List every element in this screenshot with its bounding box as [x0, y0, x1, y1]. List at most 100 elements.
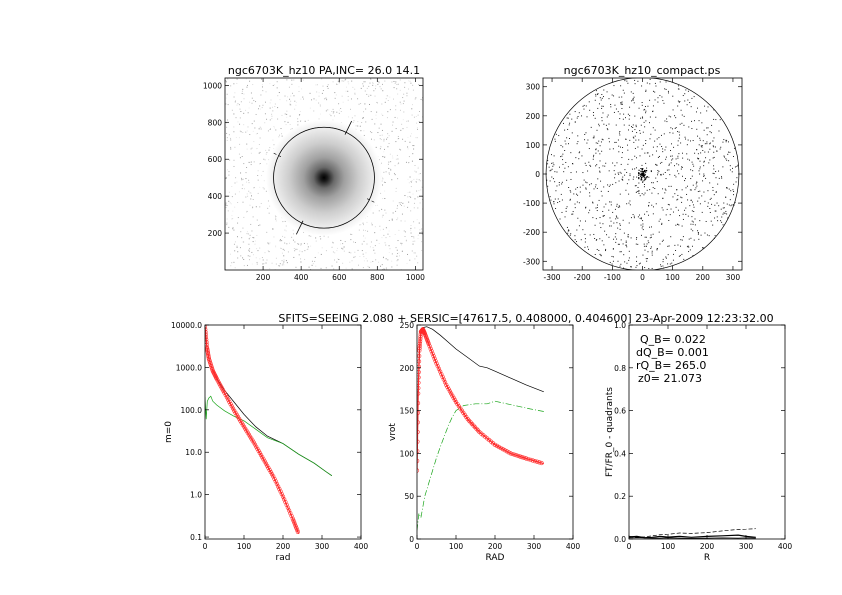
series-point [440, 374, 445, 379]
residual-dot [692, 223, 694, 225]
residual-dot [551, 176, 553, 178]
noise-pixel [376, 101, 378, 103]
x-tick-label: 200 [488, 542, 503, 551]
residual-dot [660, 134, 662, 136]
residual-dot [712, 145, 714, 147]
residual-dot [694, 218, 696, 220]
residual-dot [667, 245, 669, 247]
residual-dot [582, 229, 584, 231]
noise-pixel [226, 222, 228, 224]
noise-pixel [342, 248, 344, 250]
noise-pixel [338, 82, 340, 84]
noise-pixel [407, 178, 409, 180]
residual-dot [645, 258, 647, 260]
residual-dot [679, 245, 681, 247]
noise-pixel [253, 187, 255, 189]
noise-pixel [299, 120, 301, 122]
residual-dot [680, 109, 682, 111]
noise-pixel [263, 263, 265, 265]
residual-dot [589, 195, 591, 197]
series-point [450, 393, 455, 398]
series-point [526, 457, 531, 462]
noise-pixel [365, 252, 367, 254]
core-dot [643, 177, 646, 179]
residual-dot [695, 187, 697, 189]
noise-pixel [408, 161, 410, 163]
residual-dot [670, 185, 672, 187]
y-tick-label: 200 [400, 364, 415, 373]
noise-pixel [267, 207, 269, 209]
residual-dot [650, 133, 652, 135]
residual-dot [682, 213, 684, 215]
noise-pixel [319, 104, 321, 106]
series-point [417, 380, 421, 385]
residual-dot [654, 99, 656, 101]
noise-pixel [231, 196, 233, 198]
noise-pixel [291, 128, 293, 130]
residual-dot [704, 232, 706, 234]
y-tick-label: 10000.0 [171, 321, 202, 330]
residual-dot [658, 137, 660, 139]
residual-dot [649, 155, 651, 157]
core-dot [646, 176, 648, 178]
residual-dot [614, 173, 616, 175]
noise-pixel [364, 230, 366, 232]
residual-dot [726, 187, 728, 189]
noise-pixel [299, 110, 301, 112]
residual-dot [651, 254, 653, 256]
residual-dot [654, 188, 656, 190]
residual-dot [641, 102, 643, 104]
noise-pixel [410, 210, 412, 212]
noise-pixel [255, 113, 257, 115]
residual-dot [650, 234, 652, 236]
noise-pixel [271, 106, 273, 108]
noise-pixel [417, 196, 419, 198]
noise-pixel [390, 169, 392, 171]
galaxy-glow [265, 119, 383, 236]
residual-dot [595, 152, 597, 154]
residual-dot [648, 214, 650, 216]
noise-pixel [275, 216, 277, 218]
noise-pixel [351, 80, 353, 82]
residual-dot [601, 195, 603, 197]
noise-pixel [297, 123, 299, 125]
residual-dot [551, 168, 553, 170]
residual-dot [713, 194, 715, 196]
residual-dot [652, 105, 654, 107]
residual-dot [664, 120, 666, 122]
residual-dot [609, 217, 611, 219]
noise-pixel [227, 78, 229, 80]
noise-pixel [387, 163, 389, 165]
residual-dot [569, 199, 571, 201]
noise-pixel [397, 259, 399, 261]
residual-dot [703, 191, 705, 193]
residual-dot [556, 185, 558, 187]
residual-dot [682, 236, 684, 238]
noise-pixel [258, 128, 260, 130]
noise-pixel [248, 182, 250, 184]
residual-dot [730, 190, 732, 192]
noise-pixel [263, 187, 265, 189]
noise-pixel [378, 261, 380, 263]
noise-pixel [337, 80, 339, 82]
noise-pixel [272, 139, 274, 141]
residual-dot [642, 144, 644, 146]
residual-dot [648, 122, 650, 124]
residual-dot [574, 207, 576, 209]
residual-dot [584, 233, 586, 235]
noise-pixel [402, 103, 404, 105]
noise-pixel [407, 148, 409, 150]
noise-pixel [333, 259, 335, 261]
residual-dot [635, 167, 637, 169]
noise-pixel [256, 248, 258, 250]
residual-dot [555, 207, 557, 209]
residual-dot [561, 181, 563, 183]
noise-pixel [341, 95, 343, 97]
residual-dot [681, 189, 683, 191]
residual-dot [672, 211, 674, 213]
noise-pixel [233, 96, 235, 98]
noise-pixel [381, 113, 383, 115]
noise-pixel [413, 236, 415, 238]
residual-dot [655, 177, 657, 179]
pa-line [295, 220, 304, 235]
